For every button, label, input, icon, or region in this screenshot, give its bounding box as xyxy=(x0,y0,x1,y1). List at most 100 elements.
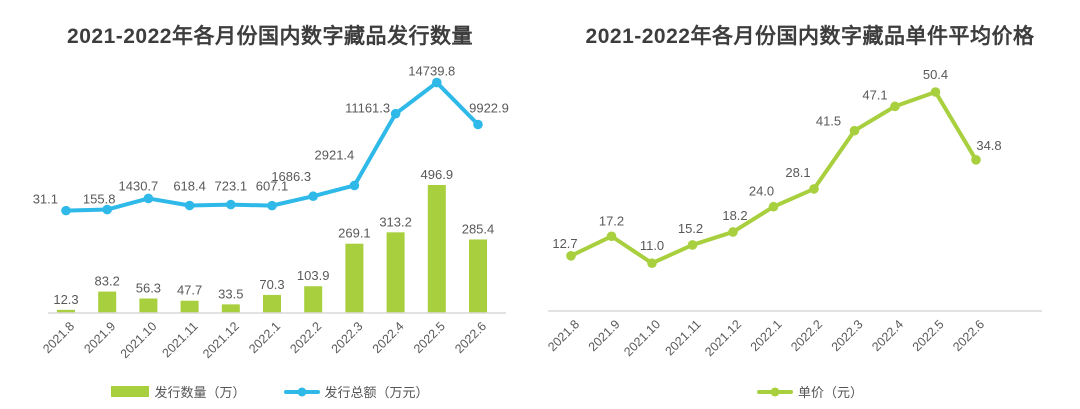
line-point xyxy=(687,240,698,250)
line-point xyxy=(432,77,442,88)
point-value-label: 11.0 xyxy=(640,238,664,253)
x-tick-label: 2022.4 xyxy=(869,317,906,354)
price-series-legend-label: 单价（元） xyxy=(797,385,863,400)
bar xyxy=(57,309,75,313)
line-point xyxy=(849,125,860,136)
x-tick-label: 2021.11 xyxy=(160,319,201,360)
bar xyxy=(98,291,117,313)
bar xyxy=(180,300,199,313)
line-point xyxy=(809,184,819,194)
x-tick-label: 2022.5 xyxy=(910,317,947,354)
bar-value-label: 33.5 xyxy=(218,286,243,301)
line-point xyxy=(728,227,738,237)
x-tick-label: 2021.12 xyxy=(702,317,744,359)
bar-value-label: 313.2 xyxy=(379,214,412,229)
line-point xyxy=(349,180,360,191)
bar xyxy=(386,232,405,313)
point-value-label: 607.1 xyxy=(256,179,289,194)
line-point xyxy=(647,258,657,269)
line-point xyxy=(184,200,195,211)
price-legend: 单价（元） xyxy=(540,382,1080,401)
point-value-label: 618.4 xyxy=(173,179,206,194)
issuance-volume-chart: 2021-2022年各月份国内数字藏品发行数量 12.3 83.2 56.3 47.7… xyxy=(0,25,540,401)
x-tick-label: 2022.2 xyxy=(788,317,825,354)
line-point xyxy=(473,119,483,130)
bar-value-label: 269.1 xyxy=(338,226,371,241)
price-chart-title: 2021-2022年各月份国内数字藏品单件平均价格 xyxy=(585,25,1035,48)
x-tick-label: 2022.1 xyxy=(748,317,785,354)
bar xyxy=(139,298,158,313)
bar-value-label: 56.3 xyxy=(136,280,161,295)
point-value-label: 50.4 xyxy=(923,67,948,82)
x-tick-label: 2022.4 xyxy=(370,319,407,356)
point-value-label: 155.8 xyxy=(83,192,116,207)
line-point xyxy=(390,108,401,119)
line-point xyxy=(890,101,900,112)
point-value-label: 1430.7 xyxy=(119,178,159,193)
x-tick-label: 2022.5 xyxy=(411,319,448,356)
x-tick-label: 2022.6 xyxy=(950,317,987,354)
bar-value-label: 496.9 xyxy=(421,167,454,182)
point-value-label: 2921.4 xyxy=(315,147,355,162)
bar xyxy=(427,184,446,313)
point-value-label: 31.1 xyxy=(33,192,58,207)
x-tick-label: 2022.3 xyxy=(829,317,866,354)
line-point xyxy=(61,205,71,216)
legend-item-total-amount: 发行总额（万元） xyxy=(283,382,429,401)
x-tick-label: 2022.1 xyxy=(246,319,283,356)
point-value-label: 41.5 xyxy=(816,114,841,129)
line-point xyxy=(768,201,779,212)
bar xyxy=(304,286,323,313)
point-value-label: 34.8 xyxy=(976,138,1001,153)
point-value-label: 1686.3 xyxy=(271,169,311,184)
x-tick-label: 2022.3 xyxy=(329,319,366,356)
x-tick-label: 2021.11 xyxy=(662,317,703,358)
average-price-chart: 2021-2022年各月份国内数字藏品单件平均价格 2021.8 2021.9 20… xyxy=(540,0,1080,409)
x-tick-label: 2021.10 xyxy=(118,319,160,361)
point-value-label: 18.2 xyxy=(722,208,747,223)
line-point xyxy=(226,199,236,210)
point-value-label: 723.1 xyxy=(215,179,248,194)
line-point xyxy=(267,200,277,211)
point-value-label: 14739.8 xyxy=(408,64,455,79)
line-point xyxy=(102,204,112,215)
point-value-label: 15.2 xyxy=(678,221,703,236)
line-point xyxy=(606,231,617,242)
bar xyxy=(345,243,364,313)
point-value-label: 11161.3 xyxy=(345,101,390,116)
line-point xyxy=(566,251,576,261)
x-tick-label: 2021.8 xyxy=(545,317,582,354)
bar xyxy=(263,294,281,313)
x-tick-label: 2021.12 xyxy=(200,319,242,361)
x-tick-label: 2021.10 xyxy=(621,317,663,359)
bar xyxy=(221,304,240,313)
bar-value-label: 70.3 xyxy=(259,277,284,292)
point-value-label: 28.1 xyxy=(785,165,810,180)
bar-value-label: 285.4 xyxy=(462,221,495,236)
line-series-path xyxy=(569,90,978,266)
issuance-plot-area: 12.3 83.2 56.3 47.7 33.5 70.3 103.9 269.1 313.2 4… xyxy=(33,64,509,361)
line-point xyxy=(143,193,154,204)
issuance-chart-title: 2021-2022年各月份国内数字藏品发行数量 xyxy=(67,25,473,48)
line-series-swatch-icon xyxy=(283,387,320,396)
x-tick-label: 2021.9 xyxy=(81,319,118,356)
bar xyxy=(469,239,487,313)
line-point xyxy=(308,191,319,202)
legend-item-issue-count: 发行数量（万） xyxy=(111,382,246,401)
point-value-label: 24.0 xyxy=(749,184,774,199)
x-tick-label: 2021.9 xyxy=(586,317,623,354)
point-value-label: 12.7 xyxy=(552,236,577,251)
point-value-label: 17.2 xyxy=(599,213,624,228)
line-series-legend-label: 发行总额（万元） xyxy=(324,385,429,400)
bar-value-label: 12.3 xyxy=(53,292,78,307)
line-point xyxy=(930,87,941,97)
legend-item-unit-price: 单价（元） xyxy=(756,382,863,401)
x-tick-label: 2022.6 xyxy=(452,319,489,356)
bar-series-legend-label: 发行数量（万） xyxy=(154,385,246,400)
x-tick-label: 2022.2 xyxy=(287,319,324,356)
bar-series-swatch-icon xyxy=(111,386,150,397)
issuance-legend: 发行数量（万） 发行总额（万元） xyxy=(0,382,540,401)
point-value-label: 47.1 xyxy=(862,87,887,102)
point-value-label: 9922.9 xyxy=(469,101,509,116)
